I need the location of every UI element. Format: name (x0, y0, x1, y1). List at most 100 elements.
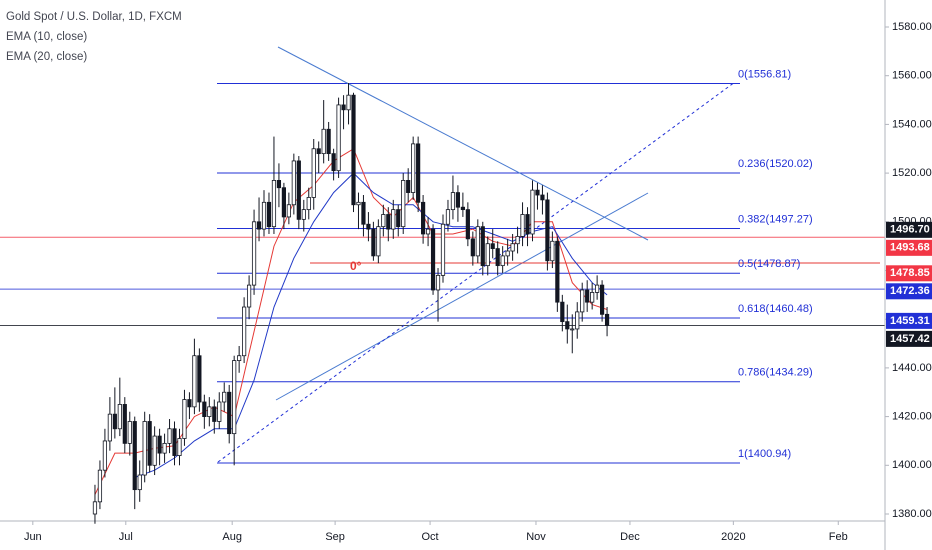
candle-body (256, 221, 262, 230)
y-tick-label: 1520.00 (892, 167, 932, 179)
candle (147, 414, 152, 473)
candle (117, 377, 122, 437)
candle-body (246, 284, 252, 308)
y-tick-label: 1580.00 (892, 21, 932, 33)
candle-body (157, 435, 162, 454)
trend-line (277, 46, 649, 241)
candle-body (475, 226, 480, 257)
candle (246, 275, 252, 320)
candle (122, 397, 127, 454)
candle (406, 168, 411, 203)
x-tick-label: Jun (24, 531, 42, 543)
candle (311, 139, 316, 210)
candle (455, 185, 461, 222)
candle (425, 216, 431, 247)
candle (500, 246, 505, 273)
candle-body (455, 192, 461, 208)
candle (411, 136, 416, 200)
price-tag-label: 1496.70 (890, 224, 930, 236)
candle-body (430, 228, 436, 291)
candle (306, 187, 311, 220)
candle (550, 231, 555, 269)
candle-body (604, 313, 610, 326)
candle (371, 221, 376, 261)
candle-body (366, 223, 371, 230)
candle-body (207, 406, 212, 417)
candle-body (565, 321, 570, 330)
candle-body (440, 223, 446, 276)
candle-body (520, 214, 525, 237)
candle-body (371, 228, 376, 257)
y-tick-label: 1560.00 (892, 70, 932, 82)
candle (470, 231, 475, 266)
candle (595, 275, 600, 300)
price-tag-label: 1457.42 (890, 333, 930, 345)
candle-body (540, 194, 545, 201)
candle (520, 202, 525, 247)
candle (475, 219, 480, 264)
price-tag (886, 330, 932, 347)
candle (276, 163, 282, 208)
candle (291, 153, 296, 215)
candle (386, 207, 391, 242)
candle (376, 219, 381, 264)
candle-body (416, 143, 421, 203)
y-tick-label: 1540.00 (892, 118, 932, 130)
y-tick-label: 1400.00 (892, 459, 932, 471)
candle-body (421, 201, 426, 235)
candle (167, 419, 172, 454)
candle-body (575, 311, 580, 330)
candle (212, 399, 217, 434)
candle-body (465, 209, 470, 240)
x-tick-label: Jul (119, 531, 133, 543)
candle (604, 307, 610, 337)
candle (495, 241, 500, 276)
candle-body (535, 189, 540, 196)
candle (331, 148, 336, 181)
candle-body (192, 355, 197, 408)
candle (421, 195, 426, 244)
candle (217, 392, 222, 429)
candle-body (376, 226, 381, 257)
candle-body (361, 201, 366, 225)
candle-body (197, 355, 202, 403)
fib-label: 1(1400.94) (738, 448, 791, 460)
candle-body (132, 421, 137, 491)
candle (510, 233, 515, 261)
candle-body (411, 143, 416, 193)
candle-body (271, 180, 277, 228)
candle-body (122, 404, 127, 444)
y-tick-label: 1420.00 (892, 411, 932, 423)
candle (112, 387, 117, 439)
candle-body (515, 236, 520, 245)
candle-body (560, 301, 565, 323)
candle (580, 282, 585, 322)
fib-label: 0.236(1520.02) (738, 158, 813, 170)
candle (565, 304, 570, 344)
indicator-label: EMA (20, close) (6, 51, 87, 63)
candle-body (321, 128, 326, 155)
angle-label: 0° (350, 259, 362, 273)
candle (535, 182, 540, 210)
candle (182, 389, 187, 446)
candle-body (182, 399, 187, 439)
candle (137, 460, 142, 502)
candle (237, 345, 242, 373)
candle-body (530, 189, 535, 235)
candle-body (237, 355, 242, 361)
candle-body (117, 404, 122, 430)
candle-body (326, 128, 331, 155)
candle (430, 224, 436, 295)
candle-body (396, 209, 401, 228)
candle-body (555, 240, 560, 303)
candle-body (401, 180, 406, 228)
candle-body (291, 160, 296, 206)
candle-body (460, 206, 465, 211)
price-tag (886, 312, 932, 329)
price-tag-label: 1478.85 (890, 267, 930, 279)
candle (242, 297, 247, 364)
candle (391, 199, 396, 239)
candle (356, 192, 361, 230)
candle (366, 212, 371, 242)
candle (142, 411, 147, 483)
